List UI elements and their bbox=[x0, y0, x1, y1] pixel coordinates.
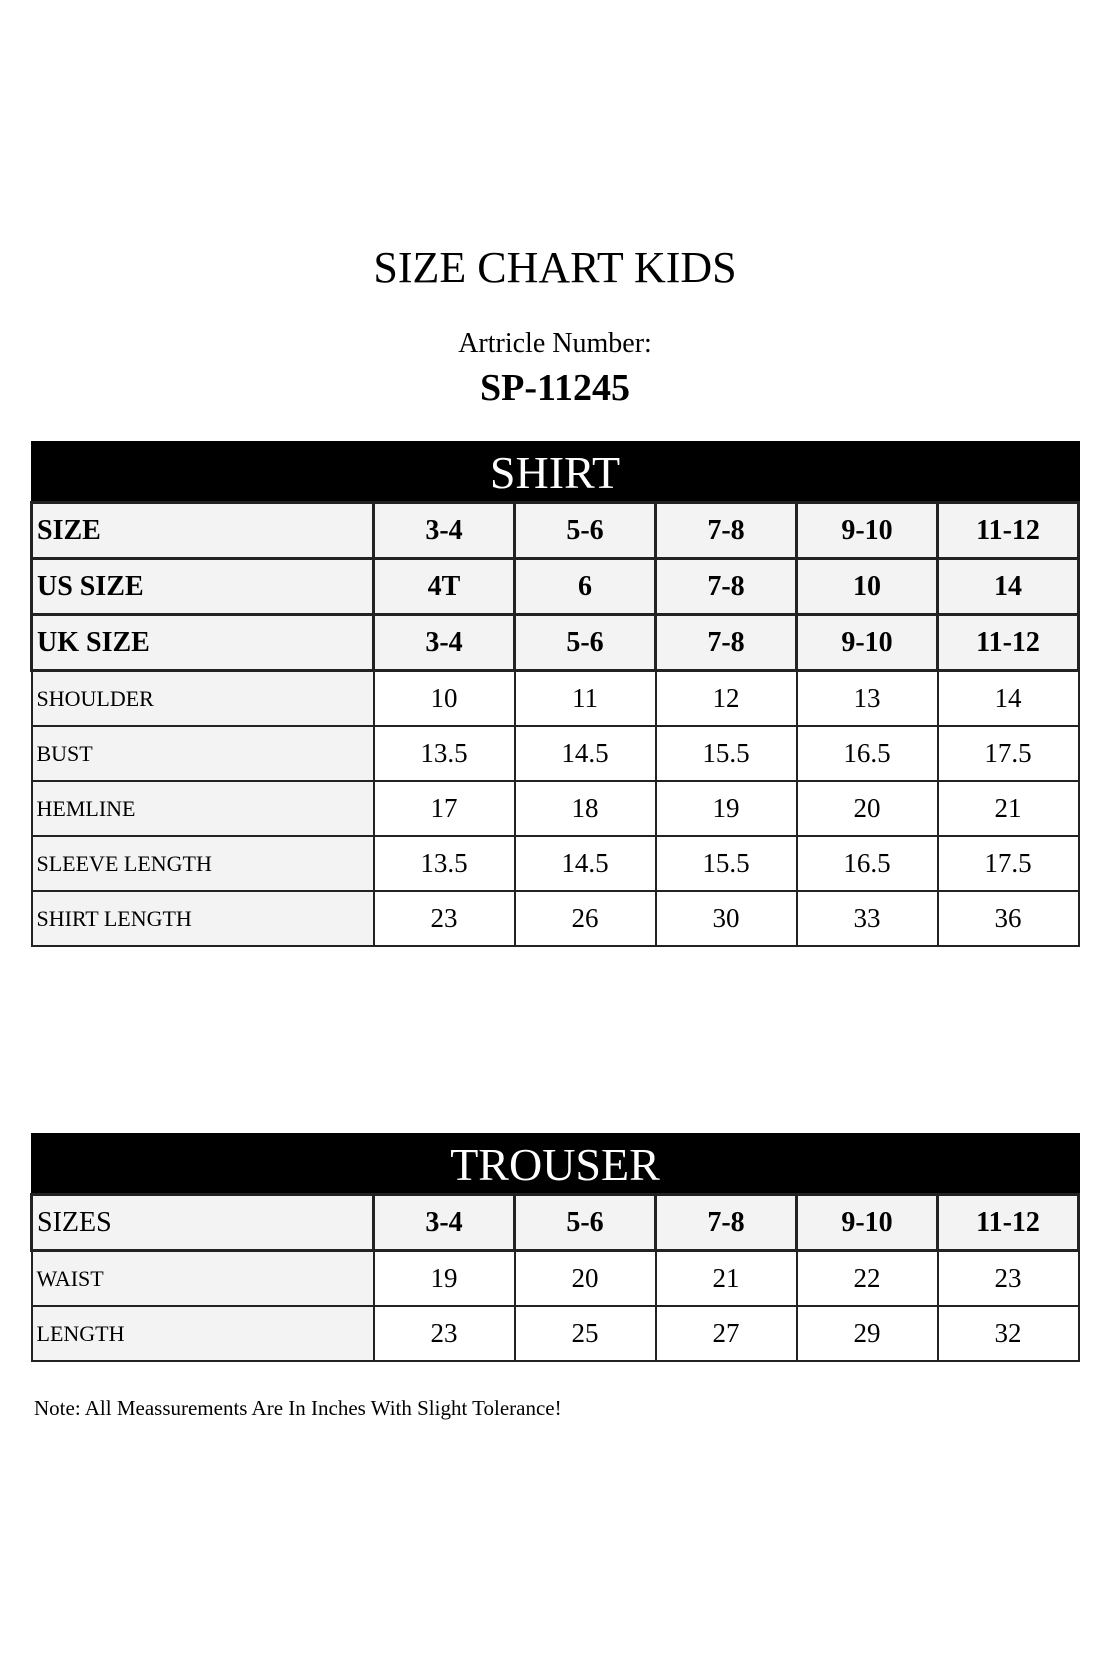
measurement-cell: 14 bbox=[936, 669, 1080, 727]
measurement-cell: 10 bbox=[372, 669, 516, 727]
size-cell: 9-10 bbox=[795, 613, 939, 672]
measurement-cell: 16.5 bbox=[795, 725, 939, 782]
measurement-cell: 29 bbox=[795, 1305, 939, 1362]
row-label: SIZE bbox=[30, 501, 375, 560]
measurement-note: Note: All Meassurements Are In Inches Wi… bbox=[34, 1396, 562, 1420]
row-label: SHOULDER bbox=[30, 669, 375, 727]
measurement-row: LENGTH 23 25 27 29 32 bbox=[30, 1305, 1080, 1362]
measurement-cell: 13 bbox=[795, 669, 939, 727]
row-label: UK SIZE bbox=[30, 613, 375, 672]
measurement-row: SLEEVE LENGTH 13.5 14.5 15.5 16.5 17.5 bbox=[30, 835, 1080, 892]
size-cell: 5-6 bbox=[513, 1193, 657, 1252]
size-cell: 10 bbox=[795, 557, 939, 616]
measurement-cell: 14.5 bbox=[513, 835, 657, 892]
measurement-cell: 36 bbox=[936, 890, 1080, 947]
measurement-cell: 22 bbox=[795, 1249, 939, 1307]
size-cell: 14 bbox=[936, 557, 1080, 616]
measurement-cell: 26 bbox=[513, 890, 657, 947]
row-label: SHIRT LENGTH bbox=[30, 890, 375, 947]
measurement-cell: 19 bbox=[654, 780, 798, 837]
trouser-heading: TROUSER bbox=[30, 1133, 1080, 1196]
page-title: SIZE CHART KIDS bbox=[373, 243, 737, 292]
measurement-cell: 12 bbox=[654, 669, 798, 727]
row-label: WAIST bbox=[30, 1249, 375, 1307]
size-cell: 5-6 bbox=[513, 501, 657, 560]
size-cell: 7-8 bbox=[654, 557, 798, 616]
article-number: SP-11245 bbox=[480, 367, 630, 409]
row-label: LENGTH bbox=[30, 1305, 375, 1362]
measurement-cell: 15.5 bbox=[654, 835, 798, 892]
measurement-row: BUST 13.5 14.5 15.5 16.5 17.5 bbox=[30, 725, 1080, 782]
measurement-cell: 27 bbox=[654, 1305, 798, 1362]
size-header-row: SIZE 3-4 5-6 7-8 9-10 11-12 bbox=[30, 501, 1080, 560]
measurement-cell: 30 bbox=[654, 890, 798, 947]
row-label: HEMLINE bbox=[30, 780, 375, 837]
shirt-size-table: SHIRT SIZE 3-4 5-6 7-8 9-10 11-12 US SIZE 4T 6 7-8… bbox=[30, 441, 1080, 947]
measurement-cell: 20 bbox=[795, 780, 939, 837]
size-header-row: SIZES 3-4 5-6 7-8 9-10 11-12 bbox=[30, 1193, 1080, 1252]
measurement-cell: 15.5 bbox=[654, 725, 798, 782]
size-cell: 7-8 bbox=[654, 501, 798, 560]
measurement-cell: 11 bbox=[513, 669, 657, 727]
size-cell: 7-8 bbox=[654, 613, 798, 672]
measurement-cell: 23 bbox=[372, 890, 516, 947]
measurement-cell: 17 bbox=[372, 780, 516, 837]
row-label: SIZES bbox=[30, 1193, 375, 1252]
measurement-cell: 20 bbox=[513, 1249, 657, 1307]
measurement-row: SHIRT LENGTH 23 26 30 33 36 bbox=[30, 890, 1080, 947]
size-cell: 6 bbox=[513, 557, 657, 616]
trouser-size-table: TROUSER SIZES 3-4 5-6 7-8 9-10 11-12 WAIST 19 20 2… bbox=[30, 1133, 1080, 1362]
shirt-heading: SHIRT bbox=[30, 441, 1080, 504]
measurement-cell: 17.5 bbox=[936, 835, 1080, 892]
size-cell: 3-4 bbox=[372, 501, 516, 560]
measurement-cell: 13.5 bbox=[372, 835, 516, 892]
measurement-cell: 13.5 bbox=[372, 725, 516, 782]
row-label: BUST bbox=[30, 725, 375, 782]
measurement-cell: 21 bbox=[936, 780, 1080, 837]
measurement-row: HEMLINE 17 18 19 20 21 bbox=[30, 780, 1080, 837]
size-header-row: US SIZE 4T 6 7-8 10 14 bbox=[30, 557, 1080, 616]
size-cell: 7-8 bbox=[654, 1193, 798, 1252]
row-label: SLEEVE LENGTH bbox=[30, 835, 375, 892]
size-cell: 9-10 bbox=[795, 1193, 939, 1252]
measurement-row: WAIST 19 20 21 22 23 bbox=[30, 1249, 1080, 1307]
measurement-cell: 33 bbox=[795, 890, 939, 947]
measurement-cell: 23 bbox=[372, 1305, 516, 1362]
size-cell: 5-6 bbox=[513, 613, 657, 672]
size-cell: 11-12 bbox=[936, 613, 1080, 672]
measurement-cell: 16.5 bbox=[795, 835, 939, 892]
size-cell: 3-4 bbox=[372, 1193, 516, 1252]
size-cell: 9-10 bbox=[795, 501, 939, 560]
measurement-cell: 32 bbox=[936, 1305, 1080, 1362]
measurement-cell: 18 bbox=[513, 780, 657, 837]
measurement-cell: 23 bbox=[936, 1249, 1080, 1307]
measurement-cell: 19 bbox=[372, 1249, 516, 1307]
measurement-cell: 17.5 bbox=[936, 725, 1080, 782]
measurement-row: SHOULDER 10 11 12 13 14 bbox=[30, 669, 1080, 727]
measurement-cell: 21 bbox=[654, 1249, 798, 1307]
size-header-row: UK SIZE 3-4 5-6 7-8 9-10 11-12 bbox=[30, 613, 1080, 672]
size-cell: 4T bbox=[372, 557, 516, 616]
measurement-cell: 25 bbox=[513, 1305, 657, 1362]
size-cell: 11-12 bbox=[936, 1193, 1080, 1252]
size-cell: 11-12 bbox=[936, 501, 1080, 560]
article-number-label: Artricle Number: bbox=[458, 328, 652, 359]
size-cell: 3-4 bbox=[372, 613, 516, 672]
row-label: US SIZE bbox=[30, 557, 375, 616]
measurement-cell: 14.5 bbox=[513, 725, 657, 782]
